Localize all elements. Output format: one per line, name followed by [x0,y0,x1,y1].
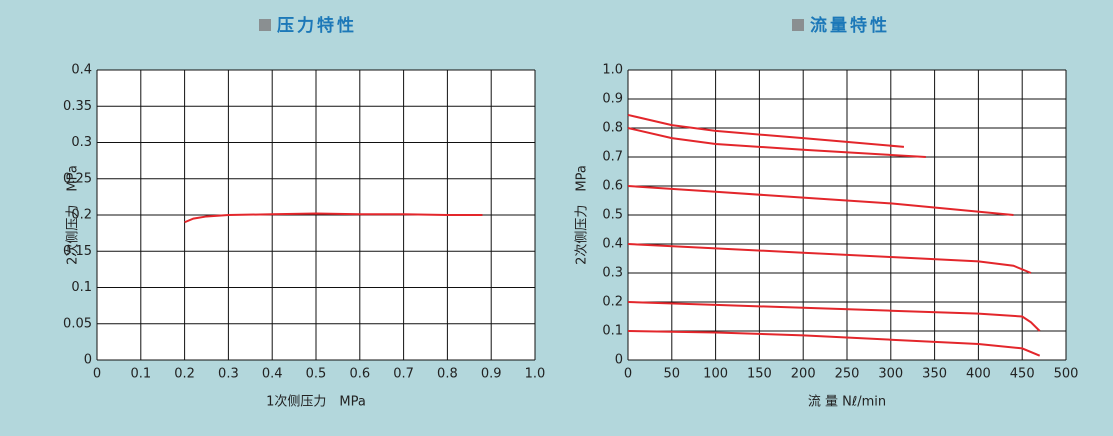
y-tick-label: 0 [84,353,92,368]
x-tick-label: 100 [703,367,728,382]
x-tick-label: 0.4 [262,367,283,382]
y-tick-label: 0.5 [602,208,623,223]
title-square [259,19,271,31]
data-line [627,330,1041,357]
y-axis-label: 2次侧压力 MPa [65,165,81,265]
data-line [184,212,483,224]
x-axis-label: 1次侧压力 MPa [266,394,366,410]
y-tick-label: 0.6 [602,179,623,194]
y-tick-label: 0.4 [71,63,92,78]
y-tick-label: 0.05 [63,316,92,331]
chart-title: 流量特性 [810,15,890,36]
x-tick-label: 0.7 [393,367,414,382]
y-tick-label: 0.2 [71,208,92,223]
x-tick-label: 400 [966,367,991,382]
y-tick-label: 0 [615,353,623,368]
x-tick-label: 450 [1010,367,1035,382]
y-tick-label: 1.0 [602,63,623,78]
x-tick-label: 500 [1054,367,1079,382]
x-tick-label: 350 [922,367,947,382]
x-tick-label: 0.6 [349,367,370,382]
x-axis-label: 流 量 Nℓ/min [808,395,886,410]
chart-title: 压力特性 [277,15,357,36]
y-axis-label: 2次侧压力 MPa [574,165,590,265]
y-tick-label: 0.25 [63,171,92,186]
data-line [627,127,926,158]
data-line [627,301,1041,332]
x-tick-label: 0 [93,367,101,382]
x-tick-label: 0.5 [306,367,327,382]
y-tick-label: 0.1 [602,324,623,339]
x-tick-label: 0 [624,367,632,382]
x-tick-label: 0.3 [218,367,239,382]
x-tick-label: 250 [835,367,860,382]
x-tick-label: 0.2 [174,367,195,382]
y-tick-label: 0.3 [602,266,623,281]
y-tick-label: 0.35 [63,99,92,114]
y-tick-label: 0.8 [602,121,623,136]
y-tick-label: 0.4 [602,237,623,252]
y-tick-label: 0.15 [63,244,92,259]
x-tick-label: 300 [878,367,903,382]
data-line [627,113,905,148]
title-square [792,19,804,31]
x-tick-label: 200 [791,367,816,382]
x-tick-label: 0.1 [130,367,151,382]
y-tick-label: 0.9 [602,92,623,107]
data-line [627,243,1032,274]
y-tick-label: 0.7 [602,150,623,165]
x-tick-label: 0.9 [481,367,502,382]
data-line [627,185,1014,216]
x-tick-label: 50 [664,367,681,382]
x-tick-label: 1.0 [525,367,546,382]
y-tick-label: 0.3 [71,135,92,150]
x-tick-label: 150 [747,367,772,382]
x-tick-label: 0.8 [437,367,458,382]
y-tick-label: 0.2 [602,295,623,310]
y-tick-label: 0.1 [71,280,92,295]
